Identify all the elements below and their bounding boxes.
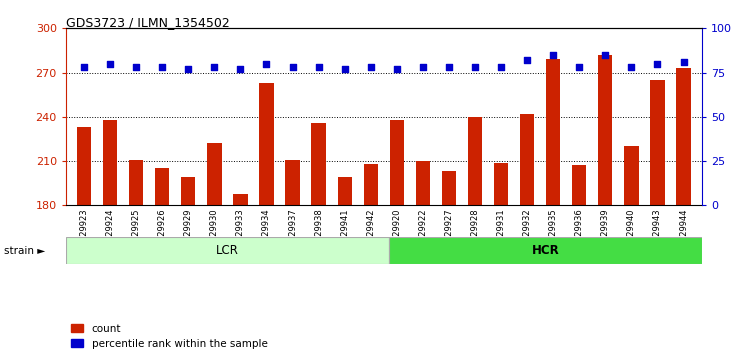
Point bbox=[495, 64, 507, 70]
Bar bbox=[390, 120, 404, 205]
Point bbox=[417, 64, 428, 70]
Bar bbox=[129, 160, 143, 205]
Bar bbox=[155, 169, 170, 205]
Bar bbox=[494, 162, 508, 205]
Point bbox=[626, 64, 637, 70]
Bar bbox=[416, 161, 430, 205]
Bar bbox=[468, 117, 482, 205]
Bar bbox=[676, 68, 691, 205]
Bar bbox=[77, 127, 91, 205]
Point bbox=[365, 64, 376, 70]
Point bbox=[339, 66, 351, 72]
Point bbox=[130, 64, 142, 70]
Text: LCR: LCR bbox=[216, 244, 239, 257]
Bar bbox=[66, 237, 389, 264]
Point bbox=[443, 64, 455, 70]
Legend: count, percentile rank within the sample: count, percentile rank within the sample bbox=[71, 324, 268, 349]
Bar bbox=[233, 194, 248, 205]
Point bbox=[548, 52, 559, 58]
Bar bbox=[285, 160, 300, 205]
Bar bbox=[520, 114, 534, 205]
Point bbox=[208, 64, 220, 70]
Text: GDS3723 / ILMN_1354502: GDS3723 / ILMN_1354502 bbox=[66, 16, 230, 29]
Bar bbox=[260, 83, 273, 205]
Point bbox=[573, 64, 585, 70]
Bar bbox=[572, 166, 586, 205]
Bar bbox=[624, 146, 639, 205]
Point bbox=[678, 59, 689, 65]
Text: HCR: HCR bbox=[531, 244, 559, 257]
Point bbox=[521, 57, 533, 63]
Point bbox=[261, 61, 273, 67]
Point bbox=[183, 66, 194, 72]
Bar bbox=[363, 164, 378, 205]
Point bbox=[78, 64, 90, 70]
Point bbox=[599, 52, 611, 58]
Bar bbox=[546, 59, 561, 205]
Point bbox=[235, 66, 246, 72]
Bar bbox=[181, 177, 195, 205]
Bar bbox=[442, 171, 456, 205]
Point bbox=[156, 64, 168, 70]
Point bbox=[469, 64, 481, 70]
Text: strain ►: strain ► bbox=[4, 246, 45, 256]
Bar bbox=[207, 143, 221, 205]
Bar bbox=[311, 123, 326, 205]
Bar bbox=[651, 80, 664, 205]
Bar bbox=[598, 55, 613, 205]
Point bbox=[287, 64, 298, 70]
Bar bbox=[389, 237, 702, 264]
Point bbox=[391, 66, 403, 72]
Bar bbox=[338, 177, 352, 205]
Point bbox=[105, 61, 116, 67]
Bar bbox=[103, 120, 117, 205]
Point bbox=[651, 61, 663, 67]
Point bbox=[313, 64, 325, 70]
